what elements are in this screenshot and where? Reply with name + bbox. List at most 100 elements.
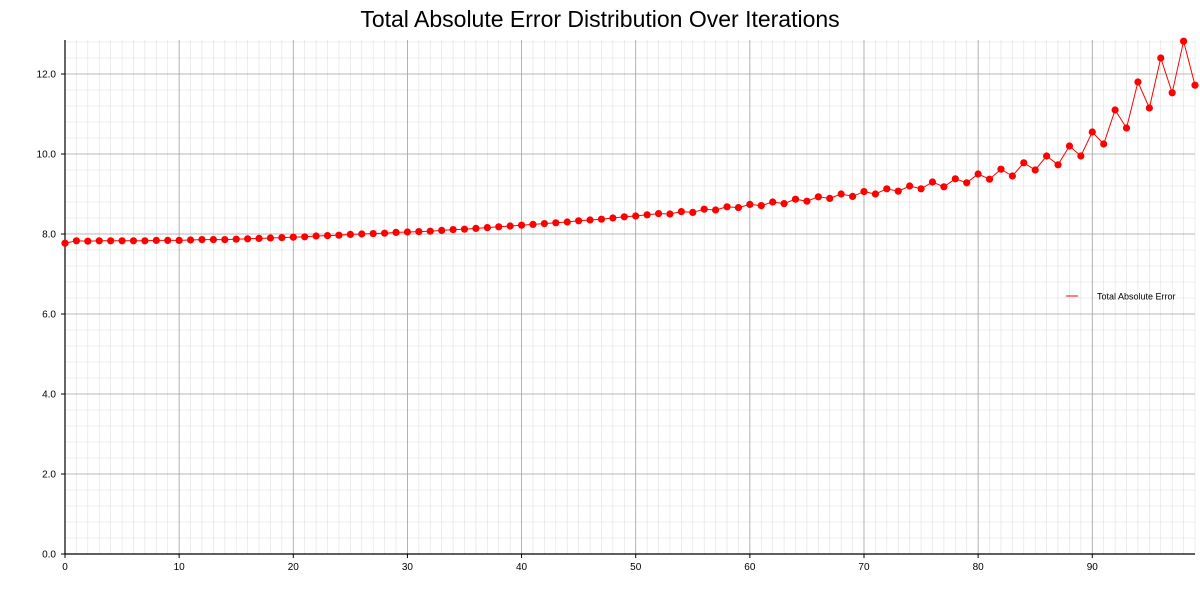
data-point: [883, 185, 891, 193]
data-point: [906, 182, 914, 190]
data-point: [255, 234, 263, 242]
axes: 0 10 20 30 40 50 60 70 80 90 0.0 2.0 4.0 6.0 8.0 10.0 12…: [37, 40, 1195, 573]
data-point: [335, 231, 343, 239]
data-point: [689, 208, 697, 216]
data-point: [791, 195, 800, 203]
data-point: [814, 193, 822, 201]
major-grid: [65, 40, 1195, 554]
data-point: [358, 230, 366, 238]
data-point: [666, 210, 674, 218]
data-point: [438, 226, 446, 234]
data-point: [232, 235, 240, 243]
y-tick-label: 6.0: [42, 310, 56, 321]
data-point: [84, 237, 92, 245]
data-point: [848, 192, 857, 200]
x-tick-label: 80: [973, 562, 985, 573]
data-point: [266, 234, 275, 242]
data-point: [1179, 37, 1188, 45]
data-point: [837, 190, 845, 198]
data-point: [746, 200, 754, 208]
data-point: [700, 205, 708, 213]
y-tick-label: 4.0: [42, 390, 56, 401]
data-point: [712, 206, 720, 214]
data-point: [609, 214, 617, 222]
data-point: [552, 219, 560, 227]
y-tick-label: 10.0: [37, 150, 57, 161]
data-point: [107, 237, 115, 245]
data-point: [517, 221, 526, 229]
x-tick-label: 20: [288, 562, 300, 573]
data-point: [1134, 78, 1142, 86]
data-point: [723, 203, 731, 211]
data-point: [483, 224, 491, 232]
data-point: [1157, 54, 1165, 62]
data-point: [175, 236, 183, 244]
y-tick-label: 8.0: [42, 230, 56, 241]
x-tick-label: 40: [516, 562, 528, 573]
data-point: [289, 233, 297, 241]
data-point: [426, 227, 434, 235]
data-point: [940, 183, 948, 191]
data-point: [346, 230, 354, 238]
data-point: [803, 197, 811, 205]
data-point: [917, 185, 925, 193]
data-point: [278, 234, 286, 242]
y-tick-label: 2.0: [42, 470, 56, 481]
data-point: [1065, 142, 1074, 150]
data-point: [963, 179, 971, 187]
data-point: [380, 229, 389, 237]
x-tick-label: 0: [62, 562, 68, 573]
data-point: [769, 198, 777, 206]
data-point: [871, 190, 880, 198]
data-point: [118, 237, 126, 245]
chart-title: Total Absolute Error Distribution Over I…: [360, 6, 840, 32]
data-point: [403, 228, 412, 236]
data-point: [632, 212, 640, 220]
data-point: [1008, 172, 1016, 180]
data-point: [1122, 124, 1131, 132]
data-point: [780, 200, 788, 208]
data-point: [209, 236, 217, 244]
data-point: [597, 215, 606, 223]
data-point: [894, 187, 902, 195]
data-point: [72, 237, 81, 245]
data-point: [392, 228, 400, 236]
data-point: [244, 235, 252, 243]
data-point: [734, 204, 743, 212]
data-point: [1100, 140, 1108, 148]
data-point: [323, 232, 332, 240]
x-tick-label: 70: [858, 562, 870, 573]
data-point: [1043, 152, 1051, 160]
data-point: [654, 210, 663, 218]
data-point: [677, 208, 685, 216]
data-point: [95, 237, 103, 245]
data-point: [529, 220, 537, 228]
data-point: [152, 236, 160, 244]
data-point: [312, 232, 320, 240]
data-point: [951, 175, 959, 183]
minor-grid: [65, 40, 1196, 554]
data-point: [369, 230, 377, 238]
data-point: [985, 175, 994, 183]
data-point: [1111, 106, 1119, 114]
data-point: [643, 211, 651, 219]
data-point: [575, 217, 583, 225]
data-point: [460, 225, 469, 233]
data-point: [506, 222, 514, 230]
data-point: [61, 239, 69, 247]
legend[interactable]: Total Absolute Error: [1066, 292, 1176, 302]
data-point: [974, 170, 982, 178]
x-tick-label: 60: [744, 562, 756, 573]
data-point: [164, 236, 172, 244]
data-point: [141, 237, 149, 245]
data-point: [1168, 89, 1176, 97]
y-tick-label: 12.0: [37, 70, 57, 81]
data-point: [1054, 161, 1062, 169]
data-point: [1191, 81, 1199, 89]
data-point: [301, 233, 309, 241]
data-point: [757, 202, 765, 210]
data-point: [860, 188, 868, 196]
data-point: [1077, 152, 1085, 160]
y-tick-label: 0.0: [42, 550, 56, 561]
